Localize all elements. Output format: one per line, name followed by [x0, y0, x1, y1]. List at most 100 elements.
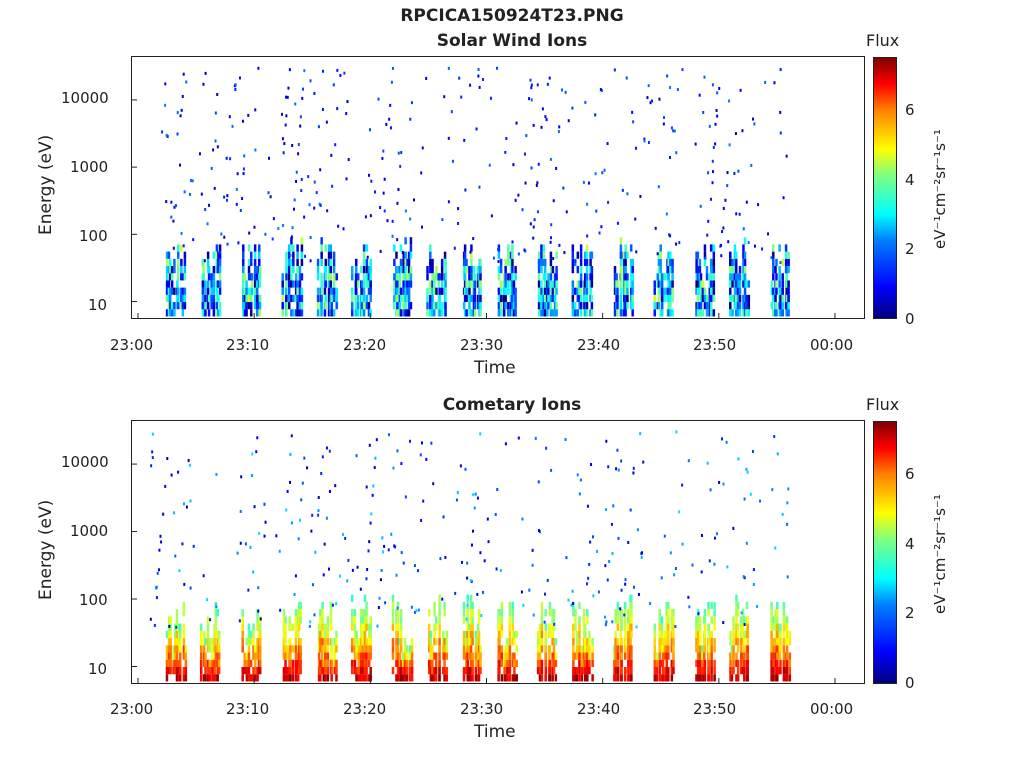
panel1-cell-1387 [294, 102, 297, 106]
panel2-cell-345 [333, 638, 336, 646]
panel2-cell-177 [253, 659, 257, 667]
panel2-cell-1126 [713, 638, 716, 646]
panel1-cell-1456 [606, 142, 609, 146]
panel2-cell-1564 [619, 607, 622, 611]
panel2-cell-620 [469, 601, 473, 610]
panel2-cell-268 [298, 638, 301, 646]
panel2-cell-842 [580, 645, 584, 653]
panel2-cell-1218 [770, 616, 773, 624]
panel1-cell-1130 [778, 273, 781, 281]
panel2-cell-987 [658, 623, 661, 631]
panel2-cell-1485 [303, 456, 306, 460]
panel1-cell-670 [511, 251, 514, 259]
panel1-cell-1405 [401, 251, 404, 255]
panel1-cell-1412 [722, 226, 725, 230]
panel2-cell-1355 [420, 518, 423, 522]
panel2-cell-42 [175, 609, 179, 617]
panel2-cell-873 [588, 630, 591, 639]
panel2-cell-1228 [772, 616, 775, 624]
panel2-cell-369 [355, 674, 358, 682]
panel1-cell-700 [540, 244, 543, 252]
panel1-cell-337 [335, 302, 338, 310]
panel2-cell-1612 [408, 439, 411, 443]
panel2-cell-855 [584, 652, 587, 660]
panel1-cell-211 [285, 302, 288, 310]
panel1-cell-509 [435, 287, 438, 295]
panel2-cell-84 [202, 638, 206, 646]
panel1-cell-572 [468, 266, 471, 274]
panel1-cell-1227 [285, 95, 288, 99]
panel1-cell-941 [667, 280, 670, 288]
panel2-ylabel: Energy (eV) [36, 499, 56, 600]
panel2-cell-265 [298, 659, 301, 667]
panel2-cell-277 [299, 616, 302, 624]
panel1-cell-754 [571, 309, 575, 317]
panel1-cell-727 [549, 309, 553, 317]
panel2-cell-1298 [387, 433, 390, 437]
panel2-cell-829 [578, 666, 581, 675]
panel1-cell-441 [402, 294, 405, 303]
panel2-cell-884 [614, 674, 617, 682]
panel2-cell-762 [544, 609, 547, 617]
panel1-cell-266 [300, 287, 304, 295]
panel2-cell-506 [427, 666, 431, 675]
panel1-cell-565 [465, 258, 468, 267]
panel1-cell-1524 [681, 68, 684, 72]
panel1-cell-1160 [787, 294, 790, 303]
panel1-cell-276 [316, 273, 320, 281]
panel1-cell-564 [465, 266, 468, 274]
panel2-cell-1105 [707, 674, 711, 682]
panel1-cell-1251 [676, 87, 679, 91]
panel2-cell-1313 [240, 475, 243, 479]
panel1-cell-1445 [557, 130, 560, 134]
panel1-cell-613 [479, 266, 482, 274]
panel1-cell-1016 [709, 273, 713, 281]
panel1-cell-917 [659, 273, 662, 281]
panel2-cell-832 [578, 645, 581, 653]
panel2-cell-1342 [153, 623, 156, 627]
panel2-cell-717 [511, 623, 515, 631]
panel1-cell-1100 [747, 294, 751, 303]
panel1-cell-223 [287, 266, 291, 274]
panel2-cell-1377 [456, 491, 459, 495]
panel1-cell-1098 [747, 309, 751, 317]
panel2-cell-1462 [373, 465, 376, 469]
panel1-cell-210 [285, 309, 288, 317]
panel1-cell-755 [571, 302, 575, 310]
panel1-cell-1509 [443, 95, 446, 99]
panel2-cell-221 [284, 616, 287, 624]
panel1-cell-1119 [775, 309, 778, 317]
panel2-cell-1395 [244, 542, 247, 546]
panel2-cell-604 [468, 666, 471, 675]
panel1-cell-910 [657, 266, 661, 274]
panel2-cell-34 [175, 666, 179, 675]
panel2-cell-389 [359, 616, 363, 624]
panel2-cell-1061 [696, 630, 700, 639]
panel1-cell-811 [589, 280, 592, 288]
panel2-cell-1585 [587, 576, 590, 580]
panel2-cell-219 [284, 630, 287, 639]
panel1-cell-466 [407, 294, 411, 303]
panel2-cell-1262 [782, 674, 786, 682]
panel2-cell-1572 [430, 441, 433, 445]
panel2-cell-106 [211, 659, 214, 667]
panel2-cell-678 [500, 659, 504, 667]
panel2-cell-1544 [251, 452, 254, 456]
panel1-cell-515 [437, 280, 441, 288]
panel1-cell-323 [329, 251, 333, 259]
panel2-cell-1425 [743, 497, 746, 501]
panel1-cell-668 [511, 266, 514, 274]
panel1-cell-821 [590, 266, 594, 274]
panel1-cell-923 [660, 302, 664, 310]
panel1-cell-507 [432, 273, 436, 281]
panel2-cell-60 [182, 652, 186, 660]
panel2-cell-377 [357, 659, 361, 667]
panel1-cell-1223 [172, 219, 175, 223]
panel1-cell-171 [253, 287, 257, 295]
panel1-cell-815 [589, 251, 592, 259]
panel2-cell-876 [591, 652, 594, 660]
panel1-cell-482 [426, 294, 429, 303]
panel1-cell-1197 [673, 129, 676, 133]
panel2-cell-343 [333, 652, 336, 660]
